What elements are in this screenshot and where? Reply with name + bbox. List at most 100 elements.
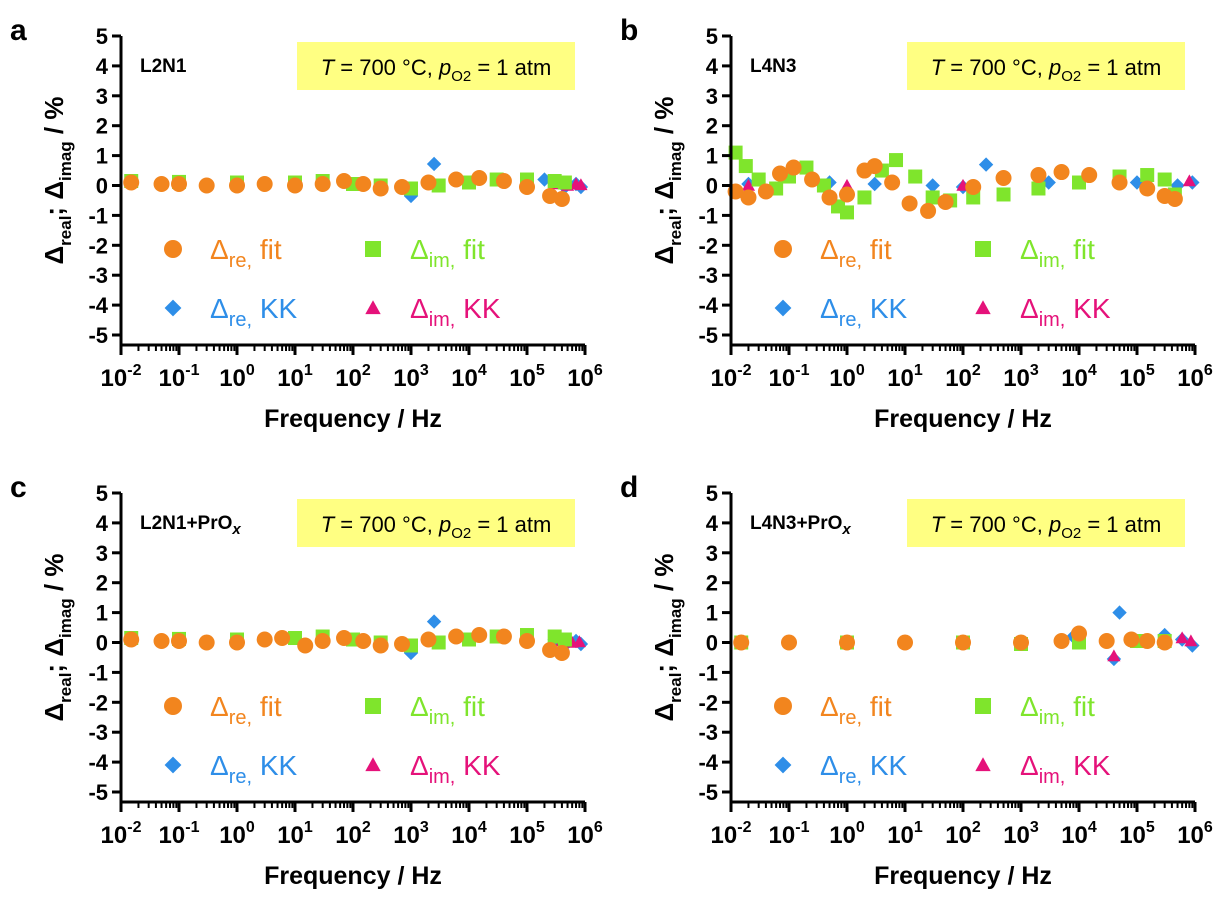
legend-item: Δim, fit: [975, 691, 1095, 729]
y-tick-label: -2: [698, 690, 718, 715]
data-point: [1081, 167, 1098, 184]
y-tick-label: -5: [88, 780, 108, 805]
legend-item: Δre, KK: [774, 293, 908, 331]
y-tick-label: 4: [96, 54, 109, 79]
data-point: [1098, 633, 1115, 650]
data-point: [287, 177, 303, 194]
legend-item: Δim, KK: [975, 750, 1111, 788]
y-tick-label: 2: [96, 114, 108, 139]
x-tick-label: 102: [945, 819, 981, 849]
data-point: [553, 190, 570, 207]
data-point: [372, 180, 389, 197]
data-point: [816, 178, 831, 193]
data-point: [920, 202, 937, 219]
legend-label: Δim, KK: [1020, 750, 1111, 788]
legend-item: Δre, fit: [774, 691, 892, 729]
y-tick-label: 1: [96, 601, 108, 626]
legend-marker: [365, 698, 381, 714]
sample-label: L2N1: [140, 56, 187, 77]
data-point: [925, 190, 940, 205]
x-tick-label: 100: [829, 819, 865, 849]
data-point: [448, 628, 465, 645]
y-tick-label: -4: [698, 293, 718, 318]
x-tick-label: 104: [1061, 362, 1097, 392]
data-point: [198, 634, 215, 651]
legend-item: Δre, KK: [164, 750, 298, 788]
x-tick-label: 100: [829, 362, 865, 392]
legend-marker: [774, 299, 792, 317]
data-point: [394, 635, 411, 652]
legend-label: Δre, KK: [820, 293, 908, 331]
data-point: [537, 172, 552, 187]
legend-label: Δre, KK: [210, 293, 298, 331]
data-point: [471, 170, 488, 187]
data-point: [1013, 634, 1029, 651]
data-point: [420, 174, 437, 191]
legend-label: Δim, KK: [1020, 293, 1111, 331]
legend-label: Δre, fit: [820, 234, 892, 272]
y-tick-label: 0: [706, 174, 718, 199]
legend-item: Δim, KK: [365, 750, 501, 788]
data-point: [804, 171, 821, 188]
data-series: [123, 614, 589, 661]
data-point: [857, 190, 872, 205]
data-point: [1156, 634, 1173, 651]
y-axis-label: Δreal; Δimag / %: [649, 554, 685, 722]
y-tick-label: 1: [96, 144, 108, 169]
data-point: [867, 176, 882, 192]
x-axis-label: Frequency / Hz: [874, 862, 1052, 890]
data-point: [153, 176, 170, 193]
legend-marker: [774, 756, 792, 774]
x-tick-label: 102: [945, 362, 981, 392]
legend-item: Δim, KK: [365, 293, 501, 331]
y-tick-label: 3: [706, 84, 718, 109]
data-point: [314, 176, 331, 193]
x-tick-label: 10-2: [711, 362, 752, 392]
data-point: [925, 178, 940, 193]
x-axis-label: Frequency / Hz: [264, 862, 442, 890]
x-tick-label: 100: [219, 819, 255, 849]
data-point: [274, 630, 291, 647]
legend-item: Δre, KK: [164, 293, 298, 331]
data-point: [372, 637, 389, 654]
data-point: [171, 176, 187, 193]
y-tick-label: 0: [706, 631, 718, 656]
x-tick-label: 102: [335, 819, 371, 849]
x-axis-label: Frequency / Hz: [874, 405, 1052, 433]
data-point: [1053, 633, 1070, 650]
legend-item: Δim, fit: [365, 691, 485, 729]
x-axis-label: Frequency / Hz: [264, 405, 442, 433]
data-point: [297, 637, 314, 654]
y-tick-label: 3: [706, 541, 718, 566]
y-tick-label: -3: [698, 263, 718, 288]
x-tick-label: 104: [451, 362, 487, 392]
legend-label: Δim, KK: [410, 750, 501, 788]
legend-marker: [365, 757, 381, 772]
legend-marker: [774, 240, 792, 258]
y-tick-label: -5: [698, 323, 718, 348]
data-point: [420, 631, 437, 648]
y-tick-label: 2: [706, 571, 718, 596]
data-point: [553, 644, 570, 661]
data-point: [1182, 174, 1196, 187]
y-tick-label: -2: [88, 690, 108, 715]
data-point: [1030, 167, 1047, 184]
x-tick-label: 101: [887, 362, 923, 392]
data-point: [495, 173, 512, 190]
data-point: [198, 177, 215, 194]
data-point: [908, 169, 923, 184]
x-tick-label: 104: [451, 819, 487, 849]
conditions-box: [297, 42, 575, 90]
data-point: [821, 189, 838, 206]
y-tick-label: 1: [706, 144, 718, 169]
legend-label: Δre, KK: [210, 750, 298, 788]
data-point: [355, 176, 372, 193]
x-tick-label: 10-2: [101, 819, 142, 849]
conditions-label: T = 700 °C, pO2 = 1 atm: [931, 512, 1162, 542]
conditions-box: [297, 499, 575, 547]
panel-b: bT = 700 °C, pO2 = 1 atmL4N3543210-1-2-3…: [620, 14, 1213, 433]
y-tick-label: 2: [96, 571, 108, 596]
x-tick-label: 101: [277, 819, 313, 849]
conditions-label: T = 700 °C, pO2 = 1 atm: [321, 512, 552, 542]
x-tick-label: 10-1: [159, 362, 200, 392]
